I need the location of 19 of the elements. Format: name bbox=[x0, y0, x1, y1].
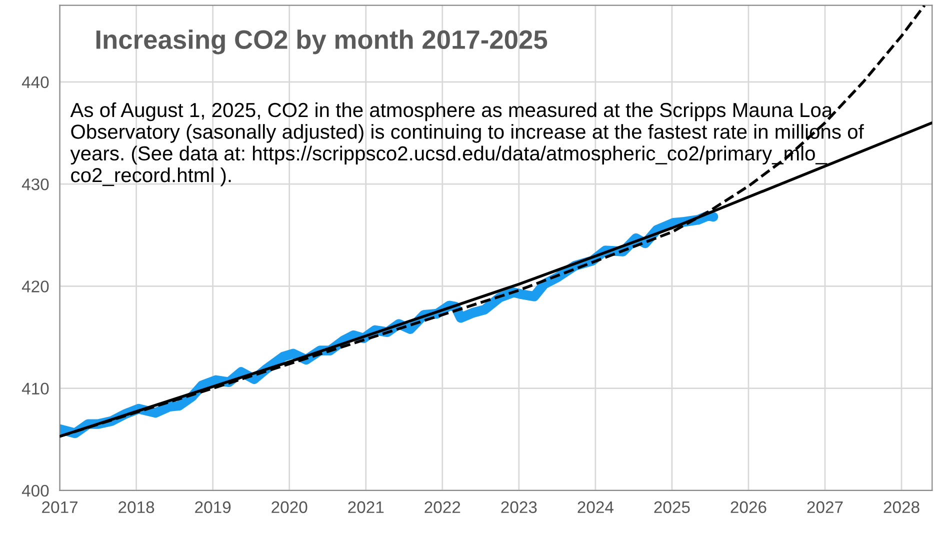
x-tick-label: 2025 bbox=[654, 501, 690, 514]
x-tick-label: 2017 bbox=[42, 501, 78, 514]
y-tick-label: 400 bbox=[22, 484, 49, 497]
x-tick-label: 2020 bbox=[272, 501, 308, 514]
y-tick-label: 440 bbox=[22, 76, 49, 88]
x-tick-label: 2028 bbox=[884, 501, 920, 514]
x-tick-label: 2022 bbox=[424, 501, 460, 514]
text: Increasing CO2 by month 2017-2025 bbox=[96, 30, 548, 54]
y-tick-label: 410 bbox=[22, 382, 49, 395]
x-tick-label: 2023 bbox=[501, 501, 537, 514]
x-tick-label: 2018 bbox=[118, 501, 154, 514]
x-tick-label: 2019 bbox=[195, 501, 231, 514]
y-tick-label: 430 bbox=[22, 178, 49, 190]
x-tick-label: 2026 bbox=[730, 501, 766, 514]
x-tick-label: 2021 bbox=[348, 501, 384, 514]
x-tick-label: 2024 bbox=[578, 501, 614, 514]
annotation: As of August 1, 2025, CO2 in the atmosphere as measured at the Scripps Mauna Loa Observatory (sasonally adjusted) is continuing to increase at the fastest rate in millions of years. (See data at: https://scrippsco2.ucsd.edu/data/atmospheric_co2/primary_mlo_ co2_record.html ). bbox=[70, 102, 864, 186]
x-tick-label: 2027 bbox=[807, 501, 843, 514]
y-tick-label: 420 bbox=[22, 280, 49, 292]
